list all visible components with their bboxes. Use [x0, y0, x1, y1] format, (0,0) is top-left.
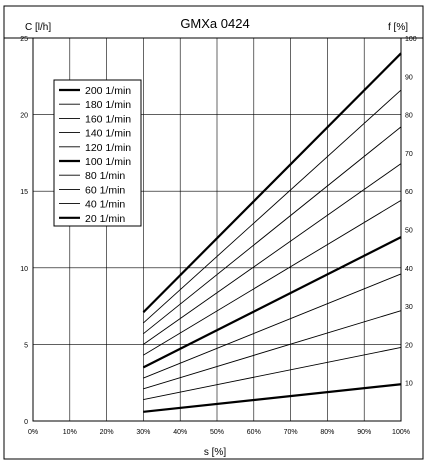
- y2-tick-label: 10: [405, 381, 413, 388]
- legend-label: 160 1/min: [85, 113, 131, 125]
- y2-tick-label: 80: [405, 113, 413, 120]
- series-line: [143, 89, 402, 324]
- series-line: [143, 163, 402, 345]
- y-tick-label: 20: [20, 113, 28, 120]
- legend-label: 180 1/min: [85, 99, 131, 111]
- y2-tick-label: 60: [405, 189, 413, 196]
- y2-tick-label: 70: [405, 151, 413, 158]
- x-tick-label: 40%: [173, 429, 187, 436]
- chart-title: GMXa 0424: [180, 16, 249, 31]
- y2-tick-label: 50: [405, 228, 413, 235]
- x-tick-label: 10%: [63, 429, 77, 436]
- legend-label: 20 1/min: [85, 213, 125, 225]
- x-tick-label: 90%: [357, 429, 371, 436]
- x-tick-label: 30%: [136, 429, 150, 436]
- y-tick-label: 10: [20, 266, 28, 273]
- legend-label: 120 1/min: [85, 142, 131, 154]
- legend-label: 80 1/min: [85, 170, 125, 182]
- series-line: [143, 273, 402, 379]
- x-tick-label: 20%: [100, 429, 114, 436]
- x-axis-title: s [%]: [204, 447, 226, 458]
- series-line: [143, 310, 402, 390]
- tick-labels: 0% 10% 20% 30% 40% 50% 60% 70% 80% 90% 100% 0 5 10 15 2…: [20, 36, 417, 436]
- y-tick-label: 15: [20, 189, 28, 196]
- series-layer: [142, 52, 402, 413]
- y2-tick-label: 30: [405, 304, 413, 311]
- x-tick-label: 50%: [210, 429, 224, 436]
- x-tick-label: 70%: [284, 429, 298, 436]
- legend-label: 40 1/min: [85, 199, 125, 211]
- legend-label: 200 1/min: [85, 85, 131, 97]
- x-tick-label: 80%: [320, 429, 334, 436]
- series-line: [143, 126, 402, 335]
- legend-items: 200 1/min 180 1/min 160 1/min 140 1/min 120 …: [59, 85, 131, 225]
- y-axis-title: C [l/h]: [25, 22, 51, 33]
- legend: 200 1/min 180 1/min 160 1/min 140 1/min 120 …: [53, 79, 142, 227]
- x-tick-label: 60%: [247, 429, 261, 436]
- y-tick-label: 0: [24, 419, 28, 426]
- x-tick-label: 100%: [392, 429, 410, 436]
- series-line: [143, 347, 402, 400]
- series-line: [142, 236, 402, 369]
- series-line: [143, 383, 402, 413]
- outer-frame: [3, 5, 424, 460]
- y2-tick-label: 100: [405, 36, 417, 43]
- series-line: [142, 52, 402, 314]
- legend-label: 100 1/min: [85, 156, 131, 168]
- y2-axis-title: f [%]: [388, 22, 408, 33]
- legend-label: 60 1/min: [85, 184, 125, 196]
- y-tick-label: 5: [24, 342, 28, 349]
- y2-tick-label: 40: [405, 266, 413, 273]
- series-line: [143, 200, 402, 356]
- x-tick-label: 0%: [28, 429, 38, 436]
- y2-tick-label: 90: [405, 74, 413, 81]
- legend-label: 140 1/min: [85, 128, 131, 140]
- y-tick-label: 25: [20, 36, 28, 43]
- y2-tick-label: 20: [405, 342, 413, 349]
